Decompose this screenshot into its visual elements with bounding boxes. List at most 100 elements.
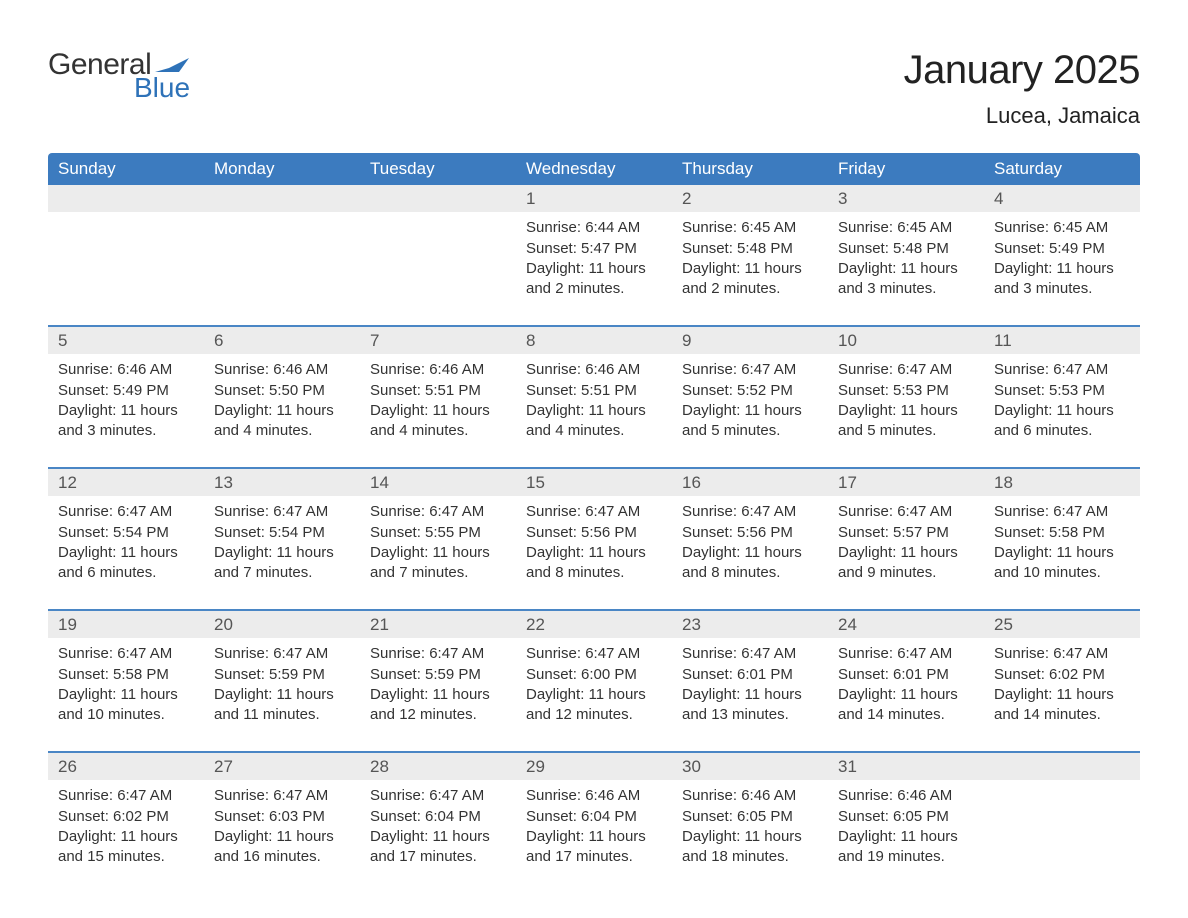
calendar-cell: 31Sunrise: 6:46 AMSunset: 6:05 PMDayligh… [828, 752, 984, 893]
day-body: Sunrise: 6:47 AMSunset: 6:01 PMDaylight:… [672, 638, 828, 751]
day-body: Sunrise: 6:47 AMSunset: 5:59 PMDaylight:… [360, 638, 516, 751]
sunset-line: Sunset: 6:01 PM [838, 665, 974, 685]
day-body: Sunrise: 6:44 AMSunset: 5:47 PMDaylight:… [516, 212, 672, 325]
day-body: Sunrise: 6:46 AMSunset: 6:05 PMDaylight:… [672, 780, 828, 893]
daylight-line: Daylight: 11 hours and 12 minutes. [370, 685, 506, 724]
sunset-line: Sunset: 6:02 PM [58, 807, 194, 827]
logo-word-blue: Blue [134, 72, 190, 104]
daylight-line: Daylight: 11 hours and 12 minutes. [526, 685, 662, 724]
sunrise-line: Sunrise: 6:47 AM [526, 502, 662, 522]
sunrise-line: Sunrise: 6:46 AM [370, 360, 506, 380]
location-label: Lucea, Jamaica [904, 103, 1140, 129]
calendar-cell: 25Sunrise: 6:47 AMSunset: 6:02 PMDayligh… [984, 610, 1140, 752]
sunrise-line: Sunrise: 6:47 AM [58, 502, 194, 522]
day-number: 24 [828, 611, 984, 638]
day-number: 12 [48, 469, 204, 496]
sunset-line: Sunset: 6:00 PM [526, 665, 662, 685]
sunrise-line: Sunrise: 6:46 AM [838, 786, 974, 806]
sunset-line: Sunset: 5:55 PM [370, 523, 506, 543]
week-row: 1Sunrise: 6:44 AMSunset: 5:47 PMDaylight… [48, 185, 1140, 326]
sunset-line: Sunset: 6:01 PM [682, 665, 818, 685]
day-number: 6 [204, 327, 360, 354]
sunset-line: Sunset: 5:58 PM [994, 523, 1130, 543]
day-body: Sunrise: 6:47 AMSunset: 5:54 PMDaylight:… [48, 496, 204, 609]
calendar-cell: 15Sunrise: 6:47 AMSunset: 5:56 PMDayligh… [516, 468, 672, 610]
day-number: 25 [984, 611, 1140, 638]
daylight-line: Daylight: 11 hours and 2 minutes. [682, 259, 818, 298]
calendar-cell [984, 752, 1140, 893]
calendar-cell: 17Sunrise: 6:47 AMSunset: 5:57 PMDayligh… [828, 468, 984, 610]
sunset-line: Sunset: 5:56 PM [526, 523, 662, 543]
daylight-line: Daylight: 11 hours and 4 minutes. [214, 401, 350, 440]
day-number-empty [204, 185, 360, 212]
sunset-line: Sunset: 5:48 PM [682, 239, 818, 259]
day-number: 18 [984, 469, 1140, 496]
calendar-cell: 27Sunrise: 6:47 AMSunset: 6:03 PMDayligh… [204, 752, 360, 893]
day-number: 11 [984, 327, 1140, 354]
sunrise-line: Sunrise: 6:47 AM [58, 644, 194, 664]
sunrise-line: Sunrise: 6:47 AM [682, 644, 818, 664]
sunset-line: Sunset: 5:56 PM [682, 523, 818, 543]
calendar-cell: 29Sunrise: 6:46 AMSunset: 6:04 PMDayligh… [516, 752, 672, 893]
calendar-cell: 18Sunrise: 6:47 AMSunset: 5:58 PMDayligh… [984, 468, 1140, 610]
daylight-line: Daylight: 11 hours and 15 minutes. [58, 827, 194, 866]
dayname-wednesday: Wednesday [516, 153, 672, 185]
day-body: Sunrise: 6:46 AMSunset: 5:50 PMDaylight:… [204, 354, 360, 467]
day-number: 8 [516, 327, 672, 354]
sunrise-line: Sunrise: 6:47 AM [58, 786, 194, 806]
day-number: 20 [204, 611, 360, 638]
sunrise-line: Sunrise: 6:46 AM [214, 360, 350, 380]
daylight-line: Daylight: 11 hours and 7 minutes. [214, 543, 350, 582]
day-number: 21 [360, 611, 516, 638]
day-body: Sunrise: 6:47 AMSunset: 5:58 PMDaylight:… [984, 496, 1140, 609]
day-number: 19 [48, 611, 204, 638]
daylight-line: Daylight: 11 hours and 3 minutes. [58, 401, 194, 440]
sunset-line: Sunset: 5:59 PM [370, 665, 506, 685]
day-number: 7 [360, 327, 516, 354]
sunset-line: Sunset: 5:47 PM [526, 239, 662, 259]
calendar-cell [204, 185, 360, 326]
sunrise-line: Sunrise: 6:47 AM [838, 644, 974, 664]
sunset-line: Sunset: 5:51 PM [526, 381, 662, 401]
calendar-cell: 16Sunrise: 6:47 AMSunset: 5:56 PMDayligh… [672, 468, 828, 610]
day-body: Sunrise: 6:47 AMSunset: 5:54 PMDaylight:… [204, 496, 360, 609]
day-body: Sunrise: 6:46 AMSunset: 5:51 PMDaylight:… [516, 354, 672, 467]
sunrise-line: Sunrise: 6:47 AM [838, 360, 974, 380]
sunset-line: Sunset: 5:54 PM [214, 523, 350, 543]
day-body: Sunrise: 6:47 AMSunset: 6:02 PMDaylight:… [984, 638, 1140, 751]
daylight-line: Daylight: 11 hours and 13 minutes. [682, 685, 818, 724]
daylight-line: Daylight: 11 hours and 3 minutes. [838, 259, 974, 298]
calendar-cell: 2Sunrise: 6:45 AMSunset: 5:48 PMDaylight… [672, 185, 828, 326]
day-body: Sunrise: 6:47 AMSunset: 6:02 PMDaylight:… [48, 780, 204, 893]
day-body: Sunrise: 6:47 AMSunset: 5:53 PMDaylight:… [984, 354, 1140, 467]
daylight-line: Daylight: 11 hours and 11 minutes. [214, 685, 350, 724]
day-number: 5 [48, 327, 204, 354]
sunrise-line: Sunrise: 6:47 AM [370, 502, 506, 522]
sunset-line: Sunset: 5:51 PM [370, 381, 506, 401]
calendar-cell: 24 Sunrise: 6:47 AMSunset: 6:01 PMDayligh… [828, 610, 984, 752]
day-body: Sunrise: 6:47 AMSunset: 6:00 PMDaylight:… [516, 638, 672, 751]
sunrise-line: Sunrise: 6:47 AM [838, 502, 974, 522]
daylight-line: Daylight: 11 hours and 14 minutes. [994, 685, 1130, 724]
day-number: 23 [672, 611, 828, 638]
daylight-line: Daylight: 11 hours and 16 minutes. [214, 827, 350, 866]
day-number: 28 [360, 753, 516, 780]
header: General Blue January 2025 Lucea, Jamaica [48, 48, 1140, 129]
daylight-line: Daylight: 11 hours and 14 minutes. [838, 685, 974, 724]
daylight-line: Daylight: 11 hours and 17 minutes. [370, 827, 506, 866]
day-number: 31 [828, 753, 984, 780]
calendar-cell: 12Sunrise: 6:47 AMSunset: 5:54 PMDayligh… [48, 468, 204, 610]
sunrise-line: Sunrise: 6:46 AM [526, 786, 662, 806]
day-body: Sunrise: 6:45 AMSunset: 5:48 PMDaylight:… [672, 212, 828, 325]
sunrise-line: Sunrise: 6:47 AM [370, 644, 506, 664]
calendar-cell: 6Sunrise: 6:46 AMSunset: 5:50 PMDaylight… [204, 326, 360, 468]
sunset-line: Sunset: 5:50 PM [214, 381, 350, 401]
sunrise-line: Sunrise: 6:47 AM [214, 786, 350, 806]
sunset-line: Sunset: 5:52 PM [682, 381, 818, 401]
sunrise-line: Sunrise: 6:45 AM [838, 218, 974, 238]
sunset-line: Sunset: 6:02 PM [994, 665, 1130, 685]
dayname-row: SundayMondayTuesdayWednesdayThursdayFrid… [48, 153, 1140, 185]
sunset-line: Sunset: 5:58 PM [58, 665, 194, 685]
dayname-sunday: Sunday [48, 153, 204, 185]
day-number-empty [360, 185, 516, 212]
